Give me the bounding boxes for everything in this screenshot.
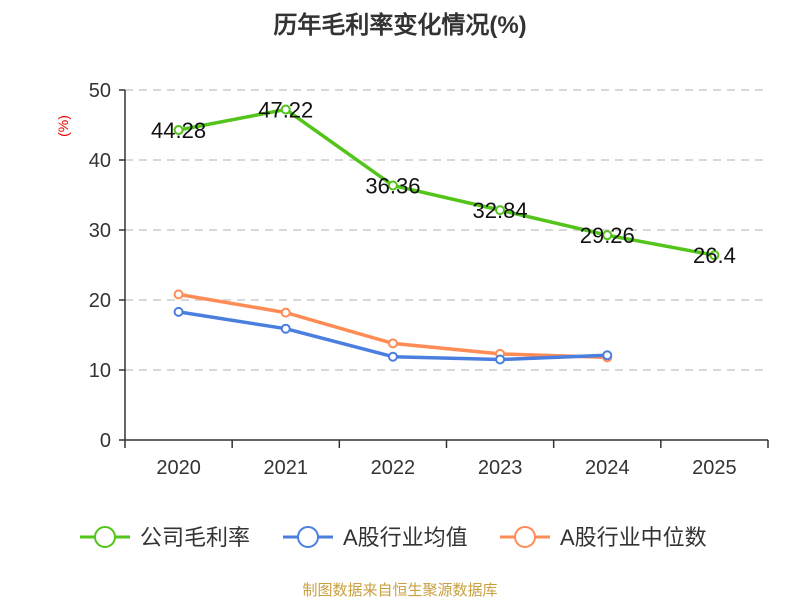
data-point	[280, 104, 291, 115]
data-point	[280, 307, 291, 318]
legend-marker	[94, 526, 116, 548]
chart-title: 历年毛利率变化情况(%)	[273, 11, 526, 39]
source-note: 制图数据来自恒生聚源数据库	[302, 582, 497, 599]
legend-label: A股行业中位数	[560, 525, 707, 550]
legend-item: A股行业均值	[283, 525, 468, 550]
y-tick-label: 0	[100, 430, 111, 452]
x-tick-label: 2021	[264, 457, 309, 479]
data-point	[173, 306, 184, 317]
data-point	[387, 338, 398, 349]
legend-item: 公司毛利率	[80, 525, 250, 550]
legend-marker	[297, 526, 319, 548]
y-tick-label: 30	[89, 220, 111, 242]
data-point	[387, 180, 398, 191]
data-point	[280, 323, 291, 334]
data-point	[387, 351, 398, 362]
data-label: 44.28	[151, 118, 206, 143]
data-point	[495, 205, 506, 216]
data-label: 47.22	[258, 97, 313, 122]
legend-marker	[514, 526, 536, 548]
y-tick-label: 10	[89, 360, 111, 382]
legend-label: 公司毛利率	[140, 525, 250, 550]
x-tick-label: 2025	[692, 457, 737, 479]
y-tick-label: 20	[89, 290, 111, 312]
y-tick-label: 40	[89, 150, 111, 172]
x-tick-label: 2024	[585, 457, 630, 479]
data-label: 29.26	[580, 223, 635, 248]
x-tick-label: 2020	[156, 457, 201, 479]
data-point	[602, 350, 613, 361]
data-point	[495, 354, 506, 365]
data-point	[173, 289, 184, 300]
data-point	[602, 230, 613, 241]
y-tick-label: 50	[89, 80, 111, 102]
data-point	[709, 250, 720, 261]
series-line	[178, 107, 715, 257]
legend-label: A股行业均值	[343, 525, 468, 550]
data-label: 26.4	[693, 243, 736, 268]
data-label: 32.84	[473, 198, 528, 223]
data-label: 36.36	[365, 173, 420, 198]
x-tick-label: 2022	[371, 457, 416, 479]
legend-item: A股行业中位数	[500, 525, 707, 550]
y-axis-label: (%)	[55, 115, 71, 137]
x-tick-label: 2023	[478, 457, 523, 479]
data-point	[173, 125, 184, 136]
